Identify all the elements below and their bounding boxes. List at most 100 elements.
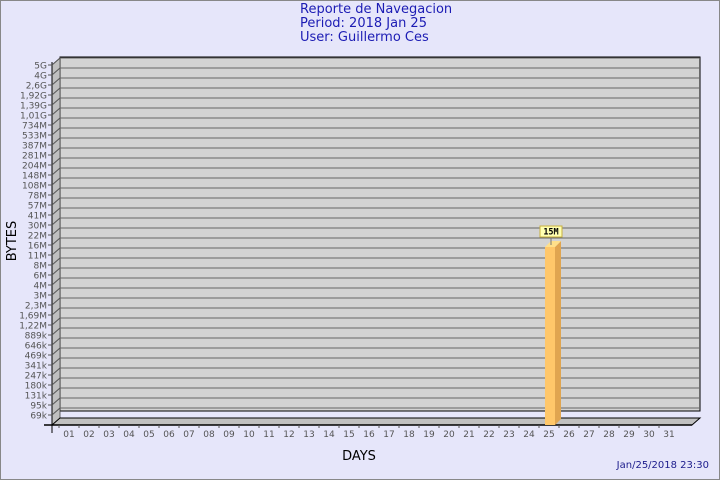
x-tick-label: 16: [363, 430, 375, 440]
x-tick-label: 07: [183, 430, 194, 440]
gridline-diagonal: [51, 117, 61, 126]
y-tick-label: 204M: [22, 162, 47, 172]
gridline-diagonal: [51, 327, 61, 336]
x-tick-label: 14: [323, 430, 335, 440]
y-tick-label: 1,01G: [20, 112, 47, 122]
gridline-diagonal: [51, 337, 61, 346]
x-tick-label: 10: [243, 430, 255, 440]
x-tick-label: 15: [343, 430, 354, 440]
x-tick-label: 29: [623, 430, 635, 440]
gridline-diagonal: [51, 57, 61, 66]
y-tick-label: 387M: [22, 142, 47, 152]
gridline-diagonal: [51, 407, 61, 416]
gridline-diagonal: [51, 257, 61, 266]
gridline-diagonal: [51, 97, 61, 106]
gridline-diagonal: [51, 207, 61, 216]
y-tick-label: 889k: [25, 332, 48, 342]
x-tick-label: 23: [503, 430, 514, 440]
gridline-diagonal: [51, 187, 61, 196]
y-tick-label: 5G: [34, 62, 47, 72]
y-tick-label: 734M: [22, 122, 47, 132]
gridline-diagonal: [51, 177, 61, 186]
x-tick-label: 26: [563, 430, 575, 440]
gridline-diagonal: [51, 397, 61, 406]
plot-back-wall: [59, 56, 701, 412]
gridline-diagonal: [51, 297, 61, 306]
y-tick-label: 30M: [28, 222, 47, 232]
x-tick-label: 20: [443, 430, 455, 440]
x-tick-label: 27: [583, 430, 594, 440]
y-tick-label: 22M: [28, 232, 47, 242]
y-tick-label: 1,22M: [19, 322, 47, 332]
x-tick-label: 30: [643, 430, 655, 440]
y-tick-label: 341k: [25, 362, 48, 372]
data-label-box: [539, 225, 563, 238]
gridline-diagonal: [51, 367, 61, 376]
gridline-diagonal: [51, 347, 61, 356]
x-tick-label: 11: [263, 430, 274, 440]
y-tick-label: 180k: [25, 382, 48, 392]
bar-top: [545, 241, 561, 247]
plot-floor: [50, 417, 702, 426]
x-tick-label: 05: [143, 430, 154, 440]
gridline-diagonal: [51, 217, 61, 226]
y-tick-label: 11M: [28, 252, 47, 262]
x-tick-label: 03: [103, 430, 114, 440]
y-tick-label: 78M: [28, 192, 47, 202]
y-tick-label: 247k: [25, 372, 48, 382]
y-tick-label: 16M: [28, 242, 47, 252]
y-tick-label: 131k: [25, 392, 48, 402]
x-tick-label: 12: [283, 430, 294, 440]
gridline-diagonal: [51, 387, 61, 396]
gridline-diagonal: [51, 247, 61, 256]
gridline-diagonal: [51, 317, 61, 326]
x-tick-label: 24: [523, 430, 535, 440]
gridline-diagonal: [51, 67, 61, 76]
y-tick-label: 6M: [34, 272, 48, 282]
y-tick-label: 646k: [25, 342, 48, 352]
gridline-diagonal: [51, 377, 61, 386]
y-tick-label: 1,92G: [20, 92, 47, 102]
x-tick-label: 31: [663, 430, 674, 440]
x-tick-label: 06: [163, 430, 175, 440]
y-tick-label: 3M: [34, 292, 48, 302]
gridline-diagonal: [51, 197, 61, 206]
y-tick-label: 4M: [34, 282, 48, 292]
y-tick-label: 533M: [22, 132, 47, 142]
x-tick-label: 28: [603, 430, 615, 440]
y-tick-label: 108M: [22, 182, 47, 192]
chart-period: Period: 2018 Jan 25: [300, 16, 427, 31]
gridline-diagonal: [51, 167, 61, 176]
x-tick-label: 08: [203, 430, 215, 440]
gridline-diagonal: [51, 287, 61, 296]
x-tick-label: 22: [483, 430, 494, 440]
x-tick-label: 21: [463, 430, 474, 440]
gridline-diagonal: [51, 87, 61, 96]
y-tick-label: 1,39G: [20, 102, 47, 112]
x-tick-label: 01: [63, 430, 74, 440]
y-tick-label: 69k: [30, 412, 47, 422]
chart-title-block: Reporte de Navegacion Period: 2018 Jan 2…: [300, 3, 452, 45]
y-tick-label: 57M: [28, 202, 47, 212]
bar-side: [555, 241, 561, 425]
y-tick-label: 4G: [34, 72, 47, 82]
y-tick-label: 469k: [25, 352, 48, 362]
y-tick-label: 281M: [22, 152, 47, 162]
gridline-diagonal: [51, 127, 61, 136]
y-tick-label: 95k: [30, 402, 47, 412]
y-tick-label: 148M: [22, 172, 47, 182]
y-tick-label: 2,6G: [26, 82, 47, 92]
x-tick-label: 13: [303, 430, 314, 440]
data-label: 15M: [543, 228, 558, 238]
gridline-diagonal: [51, 77, 61, 86]
gridline-diagonal: [51, 267, 61, 276]
y-tick-label: 1,69M: [19, 312, 47, 322]
x-axis-label: DAYS: [342, 449, 376, 464]
gridline-diagonal: [51, 157, 61, 166]
y-tick-label: 2,3M: [25, 302, 47, 312]
gridline-diagonal: [51, 307, 61, 316]
gridline-diagonal: [51, 357, 61, 366]
x-tick-label: 09: [223, 430, 235, 440]
x-tick-label: 18: [403, 430, 415, 440]
